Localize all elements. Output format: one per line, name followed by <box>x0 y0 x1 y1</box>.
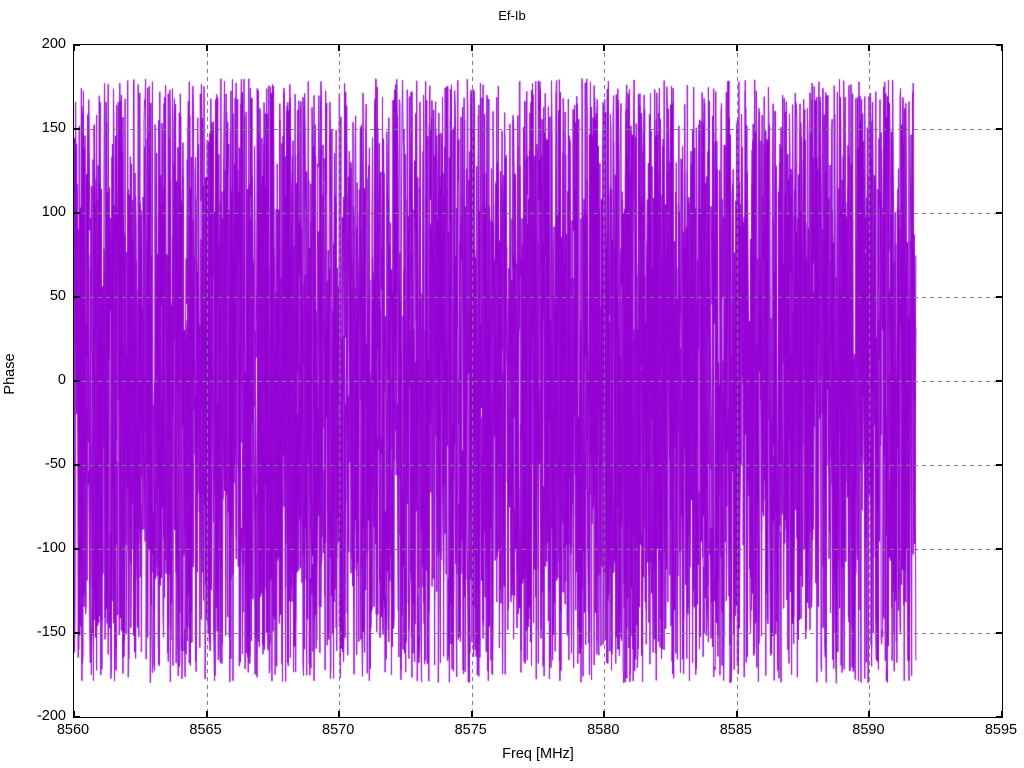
x-axis-title: Freq [MHz] <box>502 746 574 762</box>
y-tick-mark <box>73 212 80 214</box>
x-tick-mark <box>868 44 870 51</box>
x-tick-mark <box>1001 44 1003 51</box>
y-tick-mark <box>996 44 1003 46</box>
y-tick-mark <box>73 296 80 298</box>
y-tick-label: -100 <box>36 540 66 556</box>
y-tick-label: 0 <box>57 372 66 388</box>
x-tick-mark <box>206 711 208 718</box>
y-tick-label: -50 <box>45 456 66 472</box>
x-tick-label: 8575 <box>454 722 487 738</box>
y-tick-label: 200 <box>41 36 66 52</box>
y-tick-label: 50 <box>49 288 66 304</box>
x-tick-mark <box>471 711 473 718</box>
y-tick-mark <box>73 44 80 46</box>
x-tick-mark <box>1001 711 1003 718</box>
x-tick-label: 8560 <box>56 722 90 738</box>
x-tick-mark <box>603 711 605 718</box>
chart-title: Ef-Ib <box>498 8 526 23</box>
x-tick-label: 8580 <box>587 722 620 738</box>
y-tick-mark <box>73 128 80 130</box>
y-axis-tick-labels: -200 -150 -100 -50 0 50 100 150 200 <box>0 0 66 768</box>
y-tick-mark <box>996 296 1003 298</box>
y-tick-mark <box>73 716 80 718</box>
x-tick-mark <box>736 711 738 718</box>
y-tick-mark <box>996 464 1003 466</box>
x-tick-mark <box>206 44 208 51</box>
x-tick-mark <box>73 711 75 718</box>
y-tick-label: -150 <box>36 624 66 640</box>
y-tick-mark <box>73 548 80 550</box>
y-tick-mark <box>996 632 1003 634</box>
x-tick-mark <box>338 44 340 51</box>
x-tick-mark <box>736 44 738 51</box>
x-tick-label: 8595 <box>984 722 1018 738</box>
series-ef-ib <box>74 45 1002 717</box>
plot-area[interactable] <box>73 44 1003 718</box>
y-tick-mark <box>996 212 1003 214</box>
y-tick-mark <box>73 380 80 382</box>
x-tick-label: 8565 <box>189 722 222 738</box>
y-tick-label: 150 <box>41 120 66 136</box>
y-tick-mark <box>996 716 1003 718</box>
x-tick-mark <box>73 44 75 51</box>
y-tick-mark <box>996 128 1003 130</box>
y-tick-mark <box>73 632 80 634</box>
x-tick-mark <box>603 44 605 51</box>
y-tick-mark <box>996 380 1003 382</box>
x-tick-mark <box>868 711 870 718</box>
x-tick-mark <box>471 44 473 51</box>
x-tick-label: 8570 <box>322 722 355 738</box>
x-tick-label: 8590 <box>852 722 885 738</box>
y-tick-label: -200 <box>36 708 66 724</box>
y-tick-label: 100 <box>41 204 66 220</box>
y-tick-mark <box>996 548 1003 550</box>
x-tick-label: 8585 <box>719 722 752 738</box>
y-tick-mark <box>73 464 80 466</box>
x-tick-mark <box>338 711 340 718</box>
